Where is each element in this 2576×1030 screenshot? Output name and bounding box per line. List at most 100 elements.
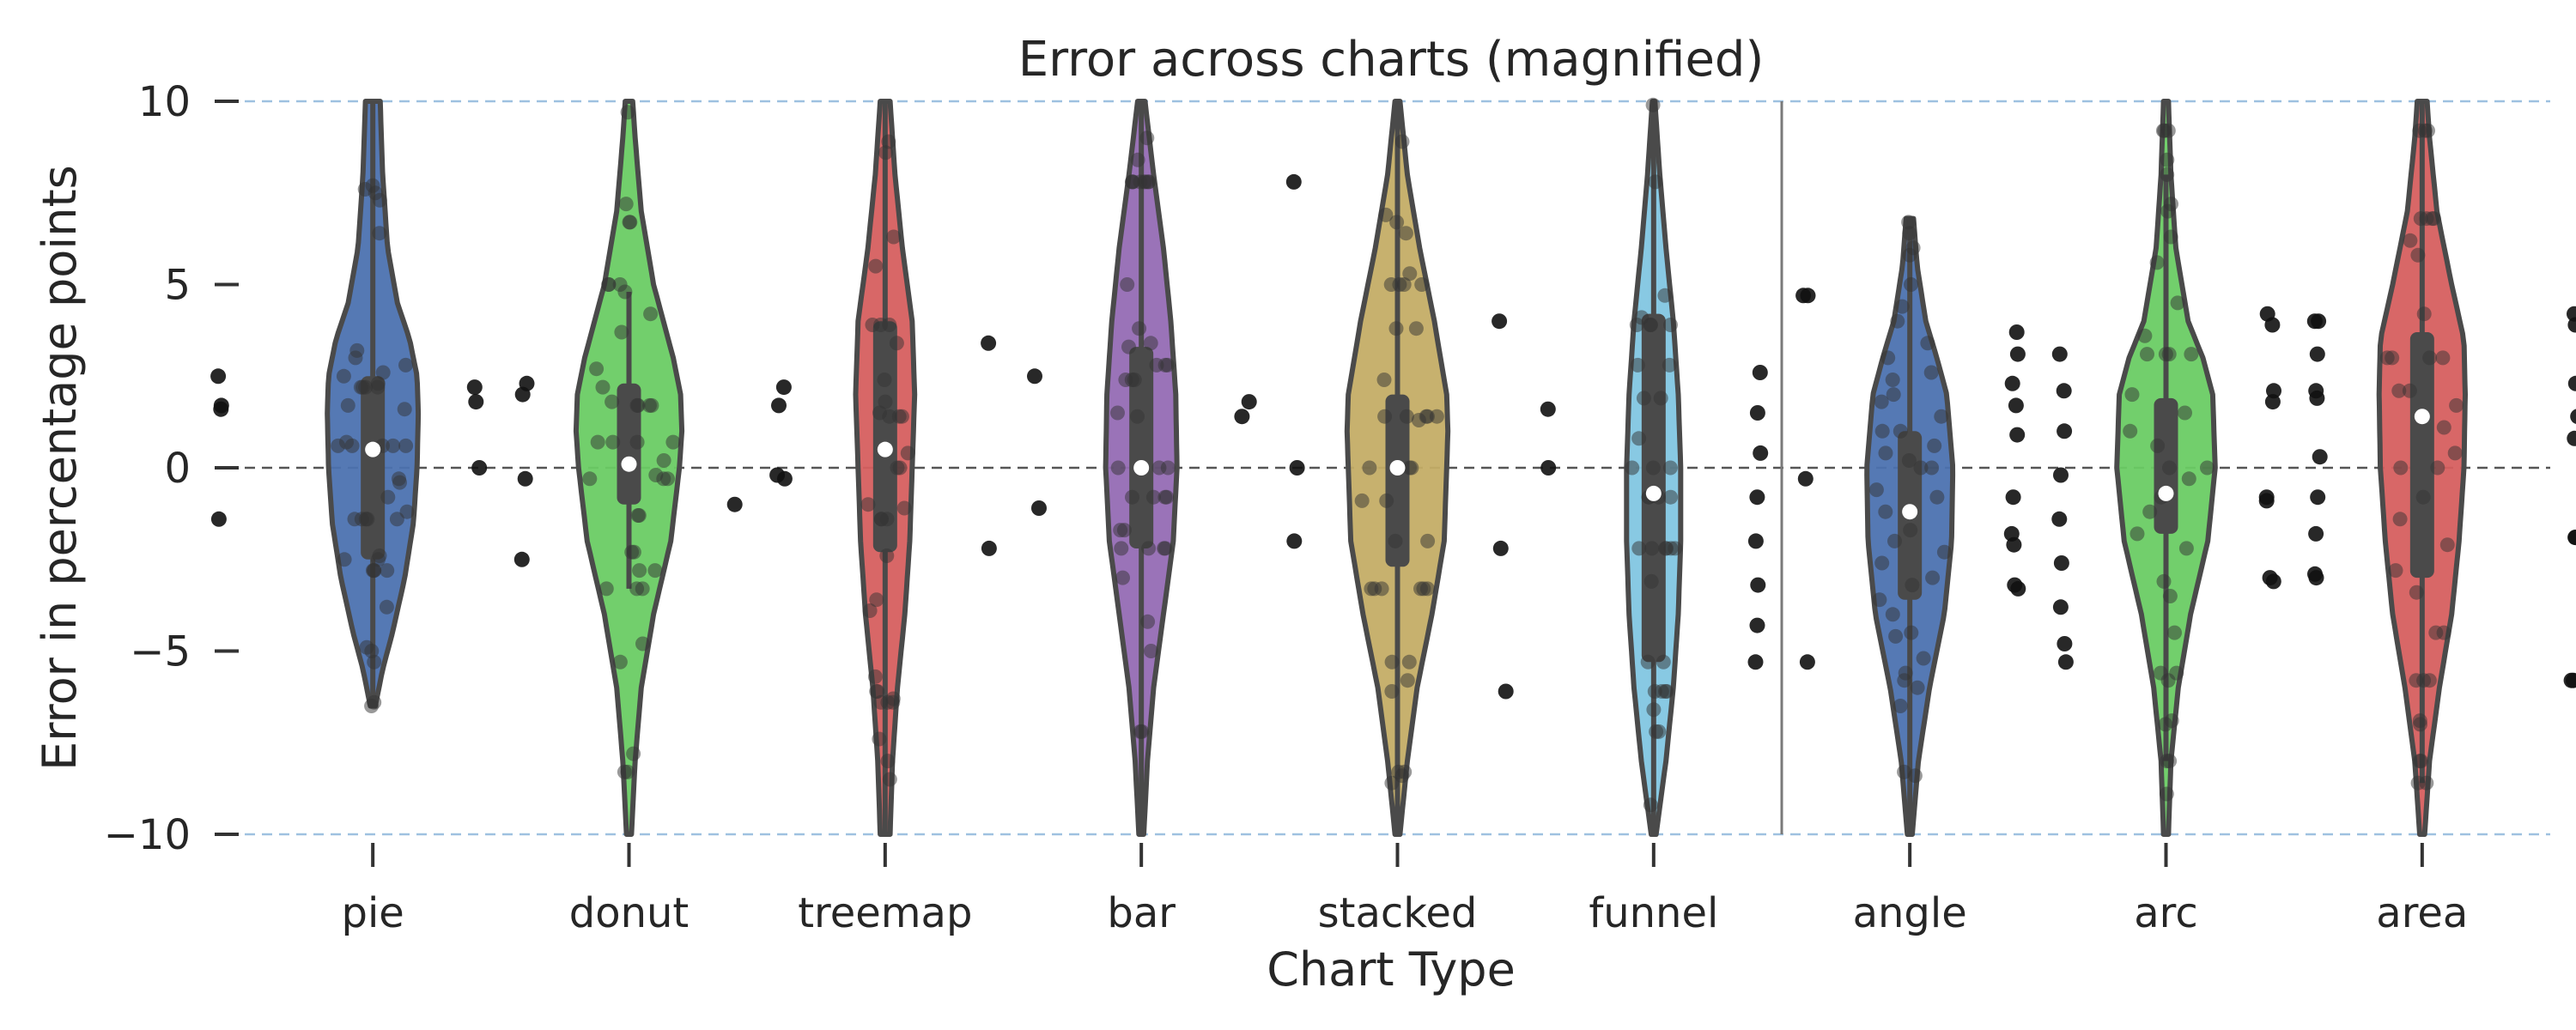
outlier-point	[2265, 573, 2281, 590]
data-point	[2162, 589, 2178, 603]
outlier-point	[2003, 525, 2020, 542]
data-point	[878, 394, 893, 409]
data-point	[379, 599, 394, 615]
data-point	[1141, 541, 1157, 556]
data-point	[1394, 134, 1410, 149]
data-point	[869, 592, 884, 608]
data-point	[1160, 460, 1176, 476]
data-point	[1388, 533, 1403, 548]
data-point	[1376, 373, 1392, 387]
data-point	[1132, 321, 1147, 336]
outlier-point	[1749, 489, 1765, 506]
outlier-point	[2052, 599, 2069, 615]
data-point	[340, 397, 355, 413]
data-point	[1384, 775, 1400, 791]
data-point	[622, 215, 637, 230]
data-point	[878, 145, 893, 161]
data-point	[896, 500, 912, 516]
x-tick-label-funnel: funnel	[1589, 889, 1718, 937]
data-point	[2410, 247, 2426, 263]
violin-bar	[981, 99, 1305, 837]
iqr-box-stacked	[1385, 394, 1410, 567]
data-point	[862, 603, 878, 618]
data-point	[1925, 570, 1941, 585]
y-tick-label: 10	[138, 78, 191, 126]
data-point	[349, 342, 365, 358]
data-point	[2424, 211, 2439, 227]
data-point	[2150, 438, 2166, 453]
data-point	[1905, 240, 1921, 256]
data-point	[367, 563, 382, 579]
data-point	[632, 563, 647, 579]
x-tick-label-pie: pie	[341, 889, 404, 937]
data-point	[1663, 489, 1679, 505]
data-point	[605, 434, 621, 450]
outlier-point	[1749, 617, 1765, 633]
data-point	[1878, 445, 1893, 461]
data-point	[1662, 460, 1678, 476]
data-point	[1904, 277, 1918, 292]
data-point	[2393, 460, 2409, 476]
data-point	[2157, 123, 2172, 138]
outlier-point	[2567, 530, 2576, 546]
outlier-point	[1289, 460, 1305, 476]
data-point	[1901, 453, 1917, 468]
data-point	[582, 471, 598, 487]
data-point	[881, 134, 896, 149]
data-point	[1890, 313, 1905, 329]
data-point	[2416, 673, 2432, 688]
data-point	[1645, 460, 1661, 476]
data-point	[2419, 775, 2434, 791]
data-point	[1110, 405, 1125, 421]
data-point	[1893, 699, 1908, 713]
data-point	[2164, 197, 2178, 212]
data-point	[358, 379, 374, 395]
median-marker-area	[2414, 409, 2430, 425]
median-marker-pie	[365, 441, 381, 457]
data-point	[2124, 387, 2140, 403]
chart-title: Error across charts (magnified)	[1018, 32, 1765, 88]
data-point	[1645, 97, 1661, 112]
data-point	[1668, 541, 1683, 556]
data-point	[1377, 409, 1393, 424]
outlier-point	[513, 551, 530, 567]
data-point	[2422, 350, 2438, 366]
data-point	[873, 512, 889, 527]
data-point	[380, 563, 395, 579]
data-point	[880, 754, 896, 769]
data-point	[868, 258, 884, 274]
violin-stacked	[1234, 99, 1557, 837]
data-point	[337, 552, 352, 567]
data-point	[1888, 628, 1904, 644]
data-point	[372, 226, 387, 241]
data-point	[2430, 460, 2445, 476]
data-point	[2412, 713, 2427, 729]
data-point	[1143, 336, 1158, 351]
data-point	[1114, 541, 1129, 556]
outlier-point	[2309, 346, 2325, 362]
outlier-point	[2259, 306, 2275, 322]
outlier-point	[2053, 467, 2069, 483]
data-point	[1118, 373, 1133, 387]
data-point	[2123, 423, 2138, 439]
data-point	[359, 639, 374, 655]
outlier-point	[981, 540, 997, 556]
outlier-point	[2053, 555, 2069, 571]
data-point	[644, 397, 659, 413]
data-point	[1662, 357, 1677, 373]
data-point	[1420, 533, 1436, 548]
data-point	[1157, 541, 1172, 556]
x-tick-label-stacked: stacked	[1318, 889, 1478, 937]
outlier-point	[2306, 313, 2323, 330]
data-point	[1378, 207, 1394, 222]
data-point	[873, 318, 889, 332]
data-point	[872, 405, 887, 421]
data-point	[2435, 350, 2451, 366]
outlier-point	[1241, 394, 1257, 410]
data-point	[1379, 493, 1394, 508]
data-point	[601, 277, 617, 292]
iqr-box-area	[2409, 332, 2434, 579]
data-point	[2412, 754, 2427, 769]
data-point	[2403, 233, 2418, 248]
